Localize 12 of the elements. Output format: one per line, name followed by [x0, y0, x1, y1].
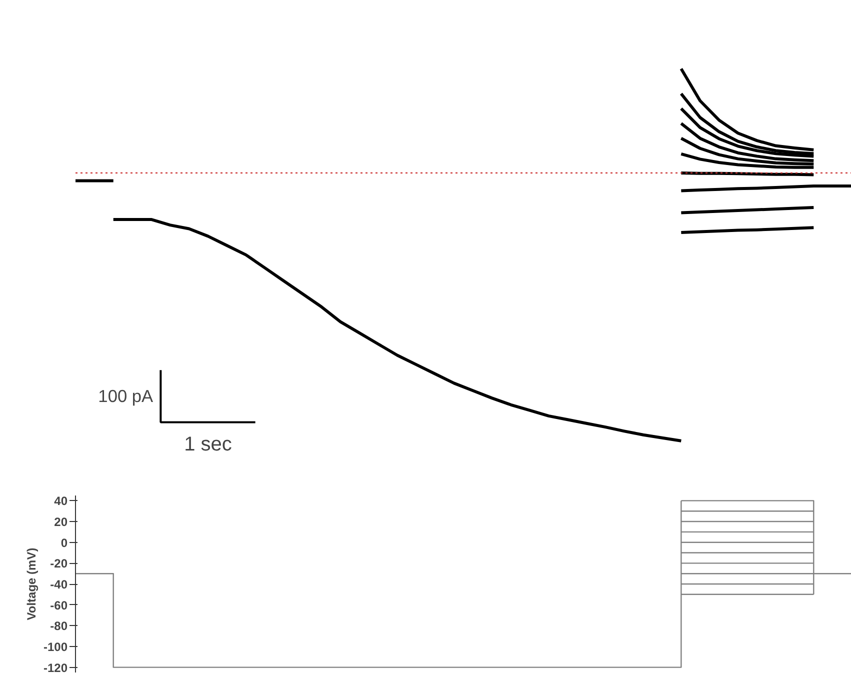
- y-tick-label: -40: [50, 578, 68, 592]
- y-axis-title: Voltage (mV): [24, 548, 38, 620]
- annotation: 1 sec: [184, 433, 232, 456]
- y-tick-label: 0: [60, 536, 68, 550]
- y-tick-label: -60: [50, 598, 68, 612]
- y-tick-label: -80: [50, 619, 68, 634]
- annotation: 100 pA: [98, 386, 154, 406]
- y-tick-label: 20: [54, 515, 68, 530]
- y-tick-label: -120: [43, 660, 68, 675]
- y-tick-label: -20: [50, 556, 68, 571]
- y-tick-label: 40: [54, 494, 68, 508]
- y-tick-label: -100: [43, 640, 68, 654]
